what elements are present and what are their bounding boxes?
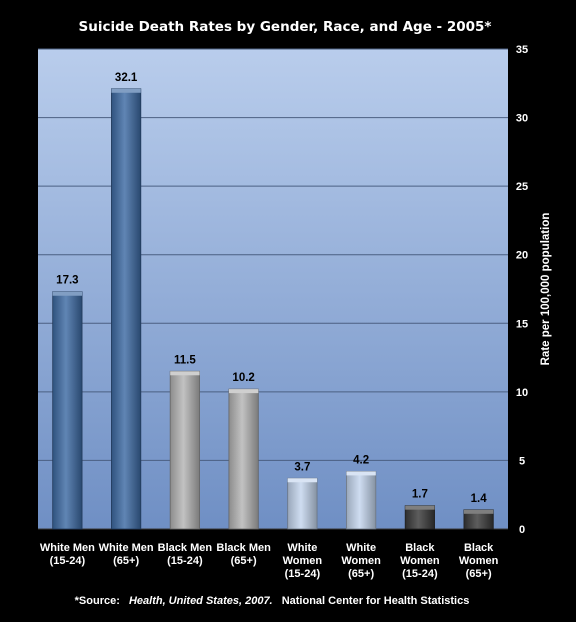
bar-top-highlight [405,505,435,510]
data-label: 17.3 [56,275,78,287]
x-axis-categories: White Men (15-24)White Men (65+)Black Men(… [40,542,499,580]
bar-top-highlight [287,478,318,483]
chart-title: Suicide Death Rates by Gender, Race, and… [78,19,491,35]
bar-top-highlight [463,509,494,514]
bar-top-highlight [52,291,83,296]
bar-top-highlight [346,471,376,476]
data-label: 10.2 [232,372,254,384]
data-label: 1.7 [412,489,428,501]
y-tick-label: 15 [516,318,528,330]
y-tick-label: 5 [519,455,525,467]
data-label: 1.4 [471,493,488,505]
bar-top-highlight [228,389,259,394]
x-category-label: Black Women (65+) [459,542,499,580]
source-publication: Health, United States, 2007. [129,595,273,607]
y-tick-label: 0 [519,524,525,536]
y-tick-label: 30 [516,113,528,125]
bar-top-highlight [170,371,200,376]
bar [287,477,318,530]
x-category-label: Black Men (15-24) [158,542,213,567]
data-labels: 17.3 32.1 11.5 10.2 3.7 4.2 1.7 1.4 [56,72,487,505]
source-organization: National Center for Health Statistics [282,595,470,607]
bar [169,370,200,530]
bars [52,88,494,530]
y-tick-label: 35 [516,44,528,56]
x-category-label: White Men (65+) [99,542,154,567]
source-prefix: *Source: [75,595,120,607]
bar [346,470,377,530]
source-note: *Source: Health, United States, 2007. Na… [75,595,470,607]
x-category-label: Black Women (15-24) [400,542,440,580]
data-label: 3.7 [294,461,310,473]
y-axis-ticks: 0 5 10 15 20 25 30 35 [516,44,528,536]
y-tick-label: 10 [516,387,528,399]
y-tick-label: 20 [516,250,528,262]
bar-top-highlight [111,88,141,93]
data-label: 4.2 [353,454,369,466]
x-category-label: White Women (15-24) [283,542,323,580]
plot-area [38,49,508,529]
y-tick-label: 25 [516,181,528,193]
data-label: 11.5 [174,354,196,366]
data-label: 32.1 [115,72,138,84]
bar [52,291,83,530]
x-category-label: White Women (65+) [341,542,381,580]
x-category-label: White Men (15-24) [40,542,95,567]
bar [228,388,259,530]
x-category-label: Black Men (65+) [216,542,271,567]
y-axis-label: Rate per 100,000 population [540,213,552,366]
bar [111,88,142,530]
